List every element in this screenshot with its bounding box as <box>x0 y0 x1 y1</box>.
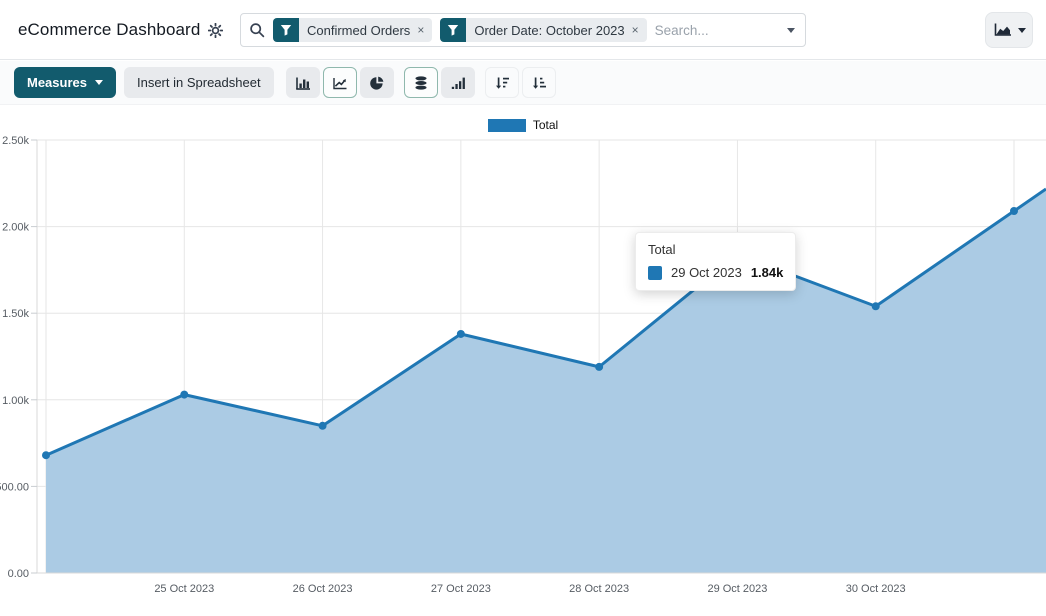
measures-button[interactable]: Measures <box>14 67 116 98</box>
sort-descending-icon <box>495 77 509 89</box>
chart-point[interactable] <box>180 390 189 399</box>
chart-type-group <box>285 67 394 98</box>
x-tick-label: 28 Oct 2023 <box>569 583 629 595</box>
pie-chart-button[interactable] <box>359 67 394 98</box>
bar-chart-icon <box>295 77 310 90</box>
measures-label: Measures <box>27 75 87 90</box>
x-tick-label: 29 Oct 2023 <box>707 583 767 595</box>
x-tick-label: 25 Oct 2023 <box>154 583 214 595</box>
chevron-down-icon <box>94 80 103 85</box>
x-tick-label: 26 Oct 2023 <box>293 583 353 595</box>
chart-point[interactable] <box>595 362 604 371</box>
chart-point[interactable] <box>42 451 50 460</box>
insert-label: Insert in Spreadsheet <box>136 75 261 90</box>
chart-point[interactable] <box>456 329 465 338</box>
tooltip-point-label: 29 Oct 2023 <box>671 265 742 280</box>
facet-label: Order Date: October 2023 <box>474 22 625 38</box>
sort-ascending-button[interactable] <box>521 67 556 98</box>
y-tick-label: 0.00 <box>8 568 29 580</box>
facet-label: Confirmed Orders <box>307 22 411 38</box>
facet-remove-icon[interactable]: × <box>631 23 639 37</box>
view-switcher-button[interactable] <box>985 12 1033 48</box>
search-bar[interactable]: Confirmed Orders × Order Date: October 2… <box>240 13 806 47</box>
filter-facet-confirmed-orders[interactable]: Confirmed Orders × <box>273 18 433 42</box>
facet-body: Confirmed Orders × <box>299 18 433 42</box>
chart-point[interactable] <box>871 302 880 311</box>
area-chart: 0.00 500.00 1.00k 1.50k 2.00k 2.50k 25 Oct 202… <box>0 105 1046 616</box>
tooltip-series-swatch <box>648 265 662 280</box>
y-tick-label: 1.50k <box>2 308 29 320</box>
search-input[interactable]: Search... <box>654 22 709 38</box>
filter-icon <box>440 18 467 42</box>
chevron-down-icon <box>787 27 795 33</box>
stacked-button[interactable] <box>403 67 438 98</box>
gear-icon[interactable] <box>208 22 224 38</box>
breadcrumb: eCommerce Dashboard <box>18 0 224 60</box>
line-chart-button[interactable] <box>322 67 357 98</box>
sort-ascending-icon <box>532 77 546 89</box>
y-tick-label: 500.00 <box>0 481 29 493</box>
chart-area-fill <box>46 188 1046 573</box>
chevron-down-icon <box>1017 27 1026 33</box>
x-tick-label: 27 Oct 2023 <box>431 583 491 595</box>
header-bar: eCommerce Dashboard <box>0 0 1046 60</box>
filter-icon <box>273 18 299 42</box>
tooltip-title: Total <box>648 242 676 257</box>
chart-point[interactable] <box>1010 207 1018 216</box>
y-tick-label: 2.00k <box>2 222 29 234</box>
sort-group <box>484 67 556 98</box>
facet-body: Order Date: October 2023 × <box>466 18 647 42</box>
chart-point[interactable] <box>318 421 327 430</box>
stacked-icon <box>414 75 427 90</box>
y-tick-label: 2.50k <box>2 135 29 147</box>
search-dropdown-toggle[interactable] <box>777 14 805 46</box>
tooltip-point-value: 1.84k <box>750 265 784 280</box>
filter-facet-order-date[interactable]: Order Date: October 2023 × <box>440 18 647 42</box>
ascending-bars-icon <box>451 77 465 89</box>
cumulative-button[interactable] <box>440 67 475 98</box>
area-chart-icon <box>994 23 1011 36</box>
facet-remove-icon[interactable]: × <box>417 23 425 37</box>
page-title: eCommerce Dashboard <box>18 20 201 39</box>
graph-toolbar: Measures Insert in Spreadsheet <box>0 61 1046 105</box>
insert-in-spreadsheet-button[interactable]: Insert in Spreadsheet <box>123 67 274 98</box>
line-chart-icon <box>332 77 347 89</box>
search-icon <box>249 22 265 38</box>
chart-mode-group <box>403 67 475 98</box>
pie-chart-icon <box>369 76 383 90</box>
tooltip-row: 29 Oct 2023 1.84k <box>648 265 783 280</box>
bar-chart-button[interactable] <box>285 67 320 98</box>
y-tick-label: 1.00k <box>2 395 29 407</box>
sort-descending-button[interactable] <box>484 67 519 98</box>
chart-canvas: 0.00 500.00 1.00k 1.50k 2.00k 2.50k 25 Oct 202… <box>0 135 1046 595</box>
x-tick-label: 30 Oct 2023 <box>846 583 906 595</box>
chart-tooltip: Total 29 Oct 2023 1.84k <box>635 232 797 291</box>
